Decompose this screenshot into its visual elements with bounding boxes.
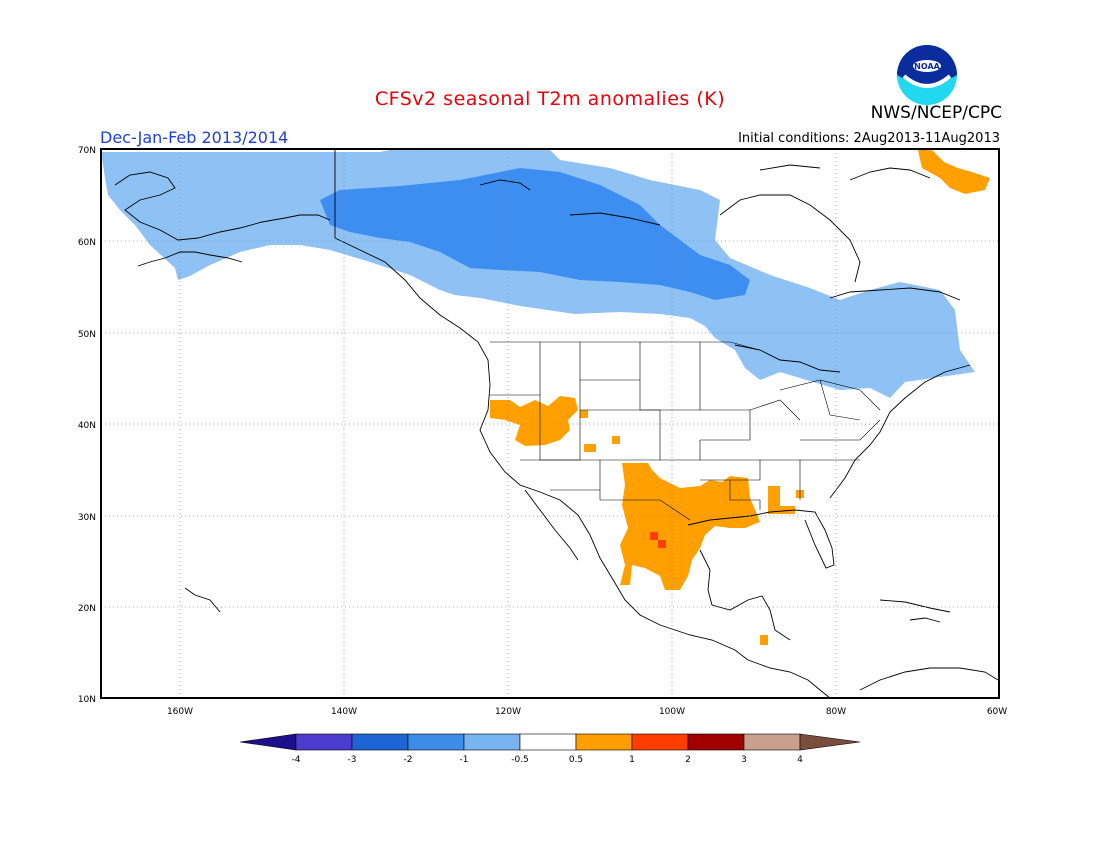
warm-anomaly-cell [612,436,620,444]
colorbar-label: -3 [348,755,357,765]
warm-anomaly-south [620,463,760,590]
colorbar-swatch [575,733,633,751]
noaa-logo: NOAA [897,45,957,105]
map-frame [100,148,1000,699]
warm-anomaly-cell [760,635,768,645]
anomaly-field [101,150,990,645]
latitude-labels: 70N 60N 50N 40N 30N 20N 10N [78,146,96,705]
warm-anomaly-great-basin [490,396,578,446]
colorbar-label: -4 [292,755,301,765]
warm-anomaly-cell [580,410,588,418]
lat-label: 10N [78,695,96,705]
coastlines [114,150,999,698]
lat-label: 30N [78,513,96,523]
colorbar-swatch [631,733,689,751]
colorbar-swatch [519,733,577,751]
lon-label: 100W [659,707,685,717]
colorbar-label: -1 [460,755,469,765]
colorbar-label: 1 [629,755,635,765]
colorbar-label: 0.5 [569,755,583,765]
colorbar-label: -0.5 [511,755,529,765]
initial-conditions: Initial conditions: 2Aug2013-11Aug2013 [738,131,1000,146]
lat-label: 40N [78,421,96,431]
strong-warm-anomaly [650,532,658,540]
colorbar: -4 -3 -2 -1 -0.5 0.5 1 2 3 4 [239,733,861,765]
map-title: CFSv2 seasonal T2m anomalies (K) [374,88,726,110]
colorbar-low-arrow [239,733,297,751]
colorbar-label: 4 [797,755,803,765]
colorbar-swatch [351,733,409,751]
lat-label: 70N [78,146,96,156]
colorbar-label: 3 [741,755,747,765]
lon-label: 120W [495,707,521,717]
warm-anomaly-greenland [918,150,990,194]
colorbar-swatch [295,733,353,751]
warm-anomaly-cell [780,506,795,514]
svg-text:NOAA: NOAA [914,62,940,71]
cold-anomaly-core [320,168,750,300]
lon-label: 60W [987,707,1007,717]
lon-label: 140W [331,707,357,717]
colorbar-label: -2 [404,755,413,765]
graticule [101,149,999,698]
lon-label: 80W [826,707,846,717]
colorbar-high-arrow [799,733,861,751]
warm-anomaly-cell [768,486,780,514]
colorbar-label: 2 [685,755,691,765]
colorbar-swatch [743,733,801,751]
strong-warm-anomaly [658,540,666,548]
lat-label: 50N [78,330,96,340]
warm-anomaly-cell [584,444,596,452]
longitude-labels: 160W 140W 120W 100W 80W 60W [167,707,1007,717]
political-borders [490,341,881,521]
colorbar-swatch [463,733,521,751]
lat-label: 60N [78,238,96,248]
agency-label: NWS/NCEP/CPC [870,103,1002,123]
colorbar-swatch [407,733,465,751]
cold-anomaly-northwest [101,150,975,398]
lat-label: 20N [78,604,96,614]
forecast-period: Dec-Jan-Feb 2013/2014 [100,128,289,147]
lon-label: 160W [167,707,193,717]
colorbar-swatch [687,733,745,751]
